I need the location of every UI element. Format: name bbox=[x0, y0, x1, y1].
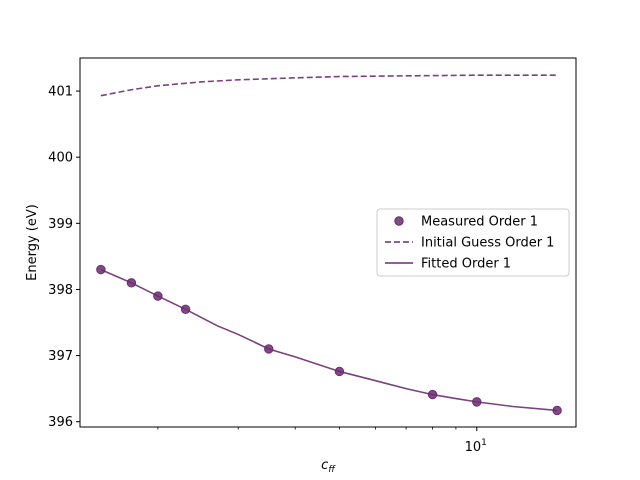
fitted-line bbox=[100, 268, 558, 412]
y-axis-label: Energy (eV) bbox=[25, 204, 40, 281]
ticks-layer: 396 397 398 399 400 401 101 bbox=[48, 85, 487, 455]
measured-point bbox=[96, 264, 106, 275]
y-tick-label: 396 bbox=[48, 415, 73, 430]
legend-label: Fitted Order 1 bbox=[421, 257, 511, 272]
legend-box bbox=[376, 208, 570, 277]
y-tick-label: 398 bbox=[48, 283, 73, 298]
x-axis-label-main: c bbox=[321, 458, 328, 473]
x-axis-label-subscript: ff bbox=[328, 465, 336, 475]
y-tick-label: 399 bbox=[48, 217, 73, 232]
y-tick-label: 401 bbox=[48, 85, 73, 100]
initial-guess-line bbox=[100, 74, 558, 97]
x-tick-label: 101 bbox=[465, 438, 487, 455]
plot-layer bbox=[96, 74, 562, 416]
legend-label: Measured Order 1 bbox=[421, 215, 538, 230]
y-tick-label: 397 bbox=[48, 349, 73, 364]
plot-frame bbox=[79, 57, 577, 428]
x-axis-label: cff bbox=[321, 458, 336, 475]
legend-label: Initial Guess Order 1 bbox=[421, 236, 554, 251]
y-tick-label: 400 bbox=[48, 151, 73, 166]
legend-marker-measured bbox=[394, 216, 404, 226]
legend: Measured Order 1 Initial Guess Order 1 Fit… bbox=[376, 208, 570, 277]
